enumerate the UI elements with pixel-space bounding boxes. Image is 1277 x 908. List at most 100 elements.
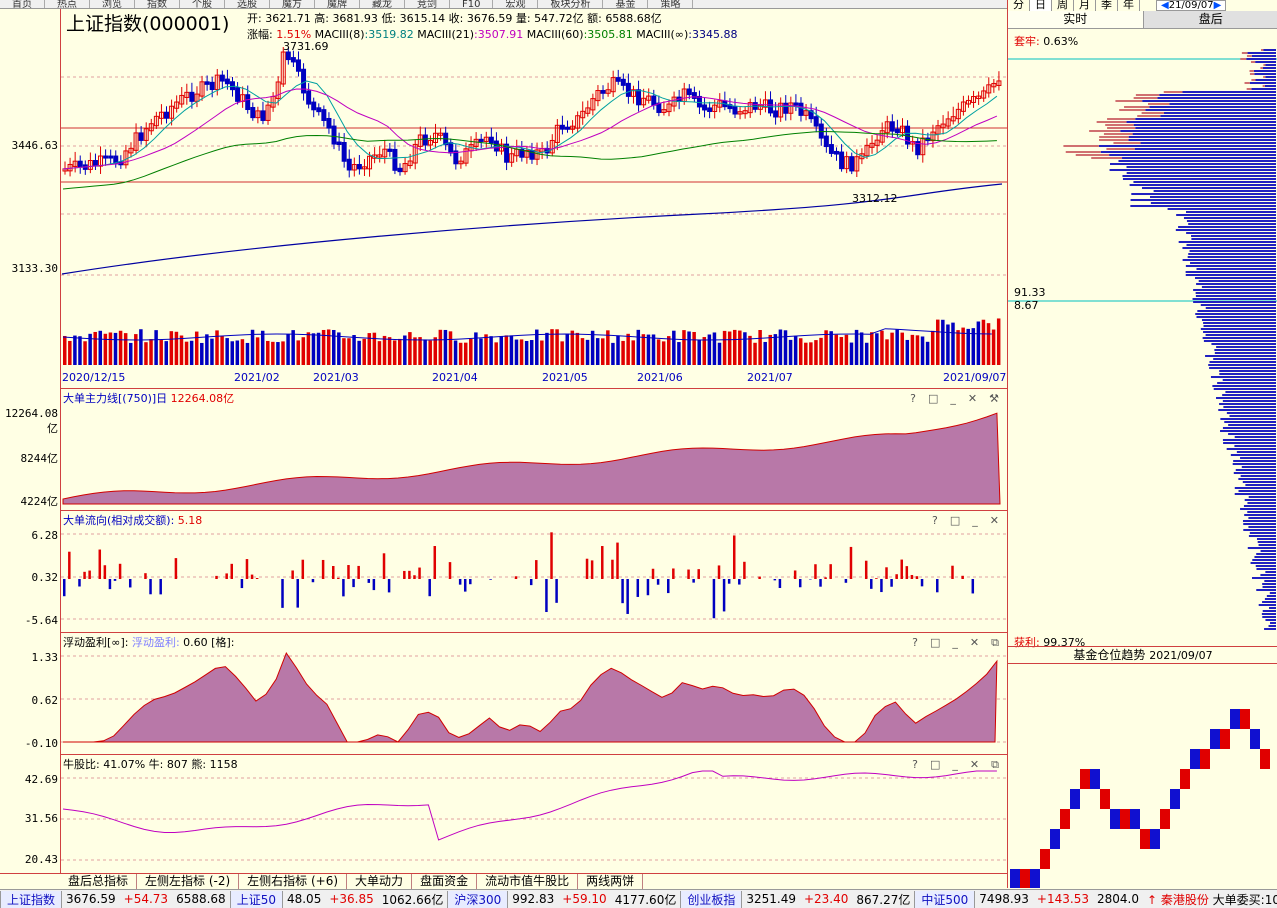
chip-bar-profit: [1096, 121, 1127, 123]
nav-3[interactable]: 指数: [135, 0, 180, 8]
nav-13[interactable]: 基金: [603, 0, 649, 8]
minimize-icon[interactable]: _: [952, 758, 958, 771]
chip-bar: [1187, 256, 1276, 258]
prev-icon[interactable]: ◀: [1161, 0, 1169, 11]
candle: [874, 139, 880, 146]
chip-bar: [1120, 130, 1276, 132]
volume-bar: [382, 335, 387, 365]
candle: [346, 158, 352, 171]
flow-bar: [245, 559, 249, 579]
next-icon[interactable]: ▶: [1213, 0, 1222, 11]
volume-bar: [352, 335, 356, 365]
restore-icon[interactable]: □: [930, 636, 941, 649]
volume-bar: [377, 341, 382, 365]
chip-bar-profit: [1119, 109, 1146, 111]
chip-bar: [1256, 589, 1276, 591]
candle: [128, 147, 134, 154]
fund-block: [1230, 709, 1240, 729]
bottom-tab-3[interactable]: 大单动力: [347, 874, 413, 889]
chip-bar-profit: [1141, 112, 1165, 114]
restore-icon[interactable]: □: [928, 392, 939, 405]
volume-bar: [194, 331, 199, 365]
help-icon[interactable]: ?: [932, 514, 938, 527]
volume-bar: [494, 342, 498, 365]
nav-5[interactable]: 选股: [225, 0, 270, 8]
panel3-icons: ? □ _ ✕ ⧉: [912, 636, 999, 650]
nav-0[interactable]: 首页: [0, 0, 45, 8]
chip-bar: [1159, 94, 1276, 96]
candle: [356, 164, 362, 170]
chip-bar-profit: [1261, 49, 1264, 51]
status-index-1[interactable]: 上证50: [229, 890, 283, 908]
help-icon[interactable]: ?: [912, 758, 919, 771]
period-tab-2[interactable]: 周: [1052, 0, 1074, 11]
volume-bar: [692, 331, 696, 365]
bottom-tab-4[interactable]: 盘面资金: [412, 874, 478, 889]
bottom-tab-1[interactable]: 左侧左指标 (-2): [137, 874, 240, 889]
period-tab-4[interactable]: 季: [1096, 0, 1118, 11]
volume-bar: [245, 342, 250, 365]
nav-9[interactable]: 竞剑: [405, 0, 450, 8]
fund-block: [1010, 869, 1020, 888]
period-tab-5[interactable]: 年: [1118, 0, 1140, 11]
period-tab-3[interactable]: 月: [1074, 0, 1096, 11]
tab-after-hours[interactable]: 盘后: [1143, 11, 1277, 29]
help-icon[interactable]: ?: [910, 392, 916, 405]
flow-bar: [915, 576, 919, 579]
close-icon[interactable]: ✕: [969, 636, 980, 649]
period-tab-1[interactable]: 日: [1030, 0, 1052, 11]
nav-4[interactable]: 个股: [180, 0, 225, 8]
bottom-tab-0[interactable]: 盘后总指标: [60, 874, 138, 889]
chip-bar-profit: [1133, 97, 1158, 99]
status-index-2[interactable]: 沪深300: [447, 890, 509, 908]
period-tab-0[interactable]: 分: [1008, 0, 1030, 11]
minimize-icon[interactable]: _: [972, 514, 978, 527]
candle: [509, 153, 515, 163]
candle: [549, 139, 555, 154]
nav-1[interactable]: 热点: [45, 0, 90, 8]
help-icon[interactable]: ?: [912, 636, 919, 649]
date-picker[interactable]: ◀21/09/07▶: [1156, 0, 1227, 11]
restore-icon[interactable]: □: [949, 514, 961, 527]
nav-6[interactable]: 魔方: [270, 0, 315, 8]
nav-11[interactable]: 宏观: [493, 0, 539, 8]
close-icon[interactable]: ✕: [989, 514, 999, 527]
ohlc-line: 开: 3621.71 高: 3681.93 低: 3615.14 收: 3676…: [247, 12, 662, 25]
volume-bar: [641, 334, 646, 365]
chip-bar: [1141, 187, 1276, 189]
restore-icon[interactable]: □: [930, 758, 941, 771]
status-index-4[interactable]: 中证500: [914, 890, 976, 908]
bottom-tab-6[interactable]: 两线两饼: [578, 874, 644, 889]
candle: [757, 104, 763, 110]
flow-bar: [337, 577, 340, 579]
candle: [955, 108, 961, 120]
volume-bar: [118, 330, 123, 365]
nav-2[interactable]: 浏览: [90, 0, 135, 8]
bottom-tab-2[interactable]: 左侧右指标 (+6): [239, 874, 348, 889]
bottom-tab-5[interactable]: 流动市值牛股比: [477, 874, 579, 889]
close-icon[interactable]: ✕: [969, 758, 980, 771]
volume-bar: [403, 335, 407, 365]
chip-bar: [1122, 157, 1276, 159]
nav-14[interactable]: 策略: [648, 0, 694, 8]
minimize-icon[interactable]: _: [950, 392, 956, 405]
nav-7[interactable]: 魔牌: [315, 0, 360, 8]
close-icon[interactable]: ✕: [967, 392, 978, 405]
minimize-icon[interactable]: _: [952, 636, 958, 649]
volume-bar: [337, 332, 341, 365]
popout-icon[interactable]: ⧉: [991, 636, 999, 649]
chip-bar: [1122, 178, 1276, 180]
status-index-3[interactable]: 创业板指: [680, 890, 743, 908]
status-index-0[interactable]: 上证指数: [0, 890, 63, 908]
nav-10[interactable]: F10: [450, 0, 494, 8]
volume-bar: [778, 329, 783, 365]
nav-8[interactable]: 藏龙: [360, 0, 405, 8]
nav-12[interactable]: 板块分析: [538, 0, 604, 8]
chip-bar: [1192, 298, 1276, 300]
chip-bar: [1255, 565, 1276, 567]
tab-realtime[interactable]: 实时: [1008, 11, 1144, 29]
popout-icon[interactable]: ⧉: [991, 758, 999, 771]
wrench-icon[interactable]: ⚒: [989, 392, 999, 405]
volume-bar: [367, 333, 372, 365]
chip-bar-profit: [1107, 127, 1136, 129]
